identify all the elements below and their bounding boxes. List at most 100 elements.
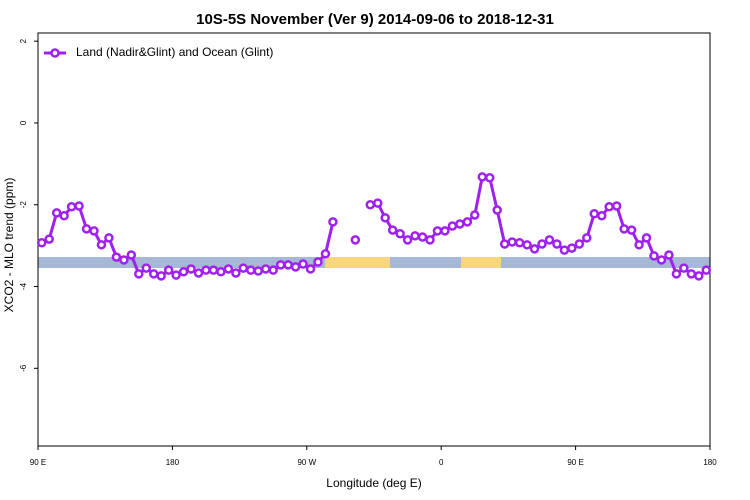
data-point [104, 233, 114, 243]
x-tick-label: 180 [166, 458, 180, 467]
data-point [507, 237, 517, 247]
data-point [156, 271, 166, 281]
data-point [313, 257, 323, 267]
legend-label: Land (Nadir&Glint) and Ocean (Glint) [76, 45, 273, 59]
data-point [36, 238, 47, 248]
data-point [387, 225, 398, 235]
chart-title: 10S-5S November (Ver 9) 2014-09-06 to 20… [196, 11, 554, 28]
data-point [492, 205, 502, 215]
data-point [649, 251, 659, 261]
data-point [350, 235, 361, 245]
y-tick-label: 0 [19, 120, 28, 125]
data-point [81, 224, 92, 234]
data-point [223, 264, 234, 274]
x-tick-label: 180 [703, 458, 717, 467]
data-point [201, 265, 211, 275]
data-point [246, 265, 256, 275]
x-tick-label: 90 W [297, 458, 316, 467]
data-point [186, 264, 196, 274]
data-point [671, 269, 682, 279]
x-tick-label: 90 E [567, 458, 583, 467]
data-point [298, 259, 308, 269]
data-point [148, 269, 159, 279]
data-point [51, 208, 62, 218]
data-point [656, 255, 667, 265]
land-band [325, 257, 390, 268]
data-point [611, 201, 622, 211]
data-point [626, 225, 637, 235]
x-tick-label: 90 E [30, 458, 46, 467]
data-point [119, 255, 129, 265]
data-point [305, 264, 316, 274]
data-point [440, 226, 450, 236]
data-point [686, 269, 697, 279]
data-point [89, 226, 99, 236]
data-point [694, 271, 704, 281]
data-point [641, 233, 652, 243]
data-point [134, 269, 144, 279]
y-tick-label: -6 [19, 364, 28, 372]
data-point [260, 264, 271, 274]
data-point [96, 240, 107, 250]
data-point [567, 243, 577, 253]
data-point [372, 198, 383, 208]
data-point [290, 262, 301, 272]
data-point [126, 250, 137, 260]
data-point [604, 202, 614, 212]
data-point [216, 267, 226, 277]
data-point [544, 235, 555, 245]
data-point [447, 221, 458, 231]
data-point [283, 260, 293, 270]
data-point [499, 239, 510, 249]
data-point [425, 235, 435, 245]
data-point [664, 250, 674, 260]
data-point [552, 239, 562, 249]
y-tick-label: -2 [19, 201, 28, 209]
data-point [268, 265, 278, 275]
data-point [59, 211, 69, 221]
data-point [141, 263, 152, 273]
data-point [529, 244, 540, 254]
data-point [66, 202, 77, 212]
land-band [461, 257, 501, 268]
data-point [111, 252, 122, 262]
data-point [574, 239, 585, 249]
data-point [432, 226, 443, 236]
data-point [701, 265, 712, 275]
data-point [514, 238, 525, 248]
data-point [596, 211, 607, 221]
data-point [74, 201, 84, 211]
data-point [402, 235, 413, 245]
data-point [178, 267, 189, 277]
data-point [163, 265, 174, 275]
y-tick-label: 2 [19, 38, 28, 43]
data-point [582, 233, 592, 243]
data-point [477, 172, 488, 182]
data-point [380, 213, 390, 223]
data-point [171, 270, 181, 280]
data-point [208, 265, 219, 275]
data-point [462, 217, 473, 227]
data-point [589, 208, 600, 219]
data-point [619, 224, 629, 234]
data-point [455, 219, 465, 229]
data-point [522, 240, 532, 250]
data-point [559, 245, 570, 255]
data-point [193, 268, 204, 278]
x-axis-title: Longitude (deg E) [326, 476, 421, 490]
y-axis-title: XCO2 - MLO trend (ppm) [2, 178, 16, 313]
data-point [328, 217, 338, 227]
data-point [320, 249, 331, 259]
data-point [395, 229, 405, 239]
data-point [679, 263, 689, 273]
data-point [634, 240, 644, 250]
plot-frame [37, 32, 711, 447]
x-tick-label: 0 [439, 458, 444, 467]
data-point [417, 232, 428, 242]
data-point [44, 234, 54, 244]
y-tick-label: -4 [19, 282, 28, 290]
data-point [365, 199, 376, 210]
data-point [231, 268, 241, 278]
